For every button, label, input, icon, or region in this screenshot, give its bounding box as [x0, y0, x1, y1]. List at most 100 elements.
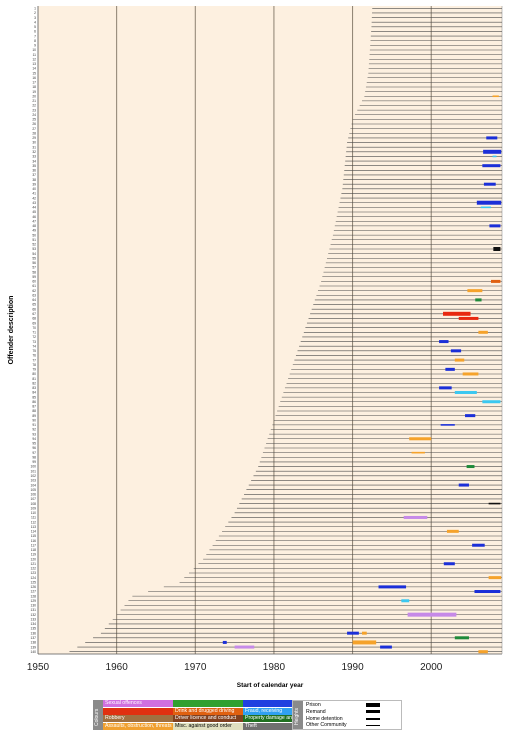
row-label-46: 46: [32, 215, 36, 219]
offence-period-24: [465, 414, 476, 418]
row-label-82: 82: [32, 381, 36, 385]
offence-period-18: [454, 358, 465, 362]
y-axis-label: Offender description: [8, 296, 15, 365]
row-label-138: 138: [30, 641, 36, 645]
row-label-117: 117: [31, 543, 36, 547]
row-label-13: 13: [32, 62, 36, 66]
row-label-126: 126: [30, 585, 36, 589]
row-label-29: 29: [32, 136, 36, 140]
offence-period-34: [443, 562, 455, 566]
row-label-25: 25: [32, 118, 36, 122]
row-label-42: 42: [32, 196, 36, 200]
height-label-0: Prison: [306, 702, 321, 708]
row-label-32: 32: [32, 150, 36, 154]
colour-legend: Colours Sexual offences Robbery Assaults, …: [93, 700, 407, 730]
offence-period-3: [492, 155, 497, 158]
row-label-22: 22: [32, 104, 36, 108]
offence-period-32: [446, 529, 459, 533]
height-label-2: Home detention: [306, 715, 343, 722]
row-label-52: 52: [32, 243, 36, 247]
offence-period-10: [490, 279, 501, 283]
row-label-77: 77: [32, 358, 36, 362]
row-label-96: 96: [32, 446, 36, 450]
offence-period-38: [401, 599, 410, 603]
row-label-18: 18: [32, 85, 36, 89]
legend-category-4: [173, 700, 243, 707]
offence-period-22: [454, 390, 477, 394]
row-label-28: 28: [32, 131, 36, 135]
row-label-101: 101: [30, 469, 36, 473]
row-label-23: 23: [32, 108, 36, 112]
row-label-132: 132: [30, 613, 36, 617]
row-label-39: 39: [32, 182, 36, 186]
offence-period-42: [454, 636, 469, 640]
row-label-54: 54: [32, 252, 36, 256]
row-label-124: 124: [30, 576, 36, 580]
row-label-53: 53: [32, 247, 36, 251]
height-row-0: Prison: [306, 702, 380, 708]
row-label-90: 90: [32, 418, 36, 422]
row-label-6: 6: [34, 30, 36, 34]
x-tick-1960: 1960: [106, 662, 129, 673]
row-label-91: 91: [32, 423, 36, 427]
row-label-24: 24: [32, 113, 36, 117]
row-label-122: 122: [30, 567, 36, 571]
row-label-12: 12: [32, 57, 36, 61]
row-label-87: 87: [32, 405, 36, 409]
row-label-78: 78: [32, 363, 36, 367]
offence-period-0: [492, 95, 499, 98]
x-axis-label: Start of calendar year: [237, 682, 304, 689]
row-label-7: 7: [34, 34, 36, 38]
row-label-74: 74: [32, 344, 36, 348]
row-label-68: 68: [32, 317, 36, 321]
row-label-95: 95: [32, 442, 36, 446]
row-label-113: 113: [31, 525, 36, 529]
x-tick-1970: 1970: [184, 662, 207, 673]
offence-period-12: [475, 298, 482, 302]
x-tick-1990: 1990: [341, 662, 364, 673]
row-label-115: 115: [31, 534, 36, 538]
row-label-92: 92: [32, 428, 36, 432]
row-label-110: 110: [31, 511, 36, 515]
offence-period-2: [483, 149, 502, 154]
row-label-14: 14: [32, 67, 36, 71]
offence-period-27: [411, 451, 425, 454]
legend-category-1: [103, 707, 173, 715]
legend-category-7: Misc. against good order: [173, 722, 243, 730]
offence-period-15: [478, 330, 488, 334]
row-label-119: 119: [31, 553, 36, 557]
offence-period-13: [443, 311, 471, 316]
offence-period-4: [482, 164, 501, 168]
row-label-44: 44: [32, 206, 36, 210]
row-label-10: 10: [32, 48, 36, 52]
legend-category-2: Robbery: [103, 715, 173, 722]
legend-category-0: Sexual offences: [103, 700, 173, 707]
row-label-17: 17: [32, 81, 36, 85]
row-label-128: 128: [30, 594, 36, 598]
row-label-3: 3: [34, 16, 36, 20]
row-label-111: 111: [31, 516, 36, 520]
row-label-129: 129: [30, 599, 36, 603]
row-label-36: 36: [32, 169, 36, 173]
offence-period-23: [482, 400, 501, 404]
offence-period-20: [462, 372, 479, 376]
offence-period-11: [467, 289, 483, 293]
row-label-60: 60: [32, 280, 36, 284]
offence-period-1: [486, 136, 498, 140]
offence-period-31: [403, 515, 428, 519]
row-label-65: 65: [32, 303, 36, 307]
row-label-76: 76: [32, 354, 36, 358]
offence-period-29: [458, 483, 469, 487]
row-label-118: 118: [31, 548, 36, 552]
offence-period-19: [445, 367, 455, 371]
row-label-72: 72: [32, 335, 36, 339]
offence-period-33: [472, 543, 485, 547]
offender-row-labels: 1234567891011121314151617181920212223242…: [30, 7, 36, 654]
offence-period-28: [466, 465, 475, 469]
row-label-84: 84: [32, 391, 36, 395]
row-label-8: 8: [34, 39, 36, 43]
row-label-34: 34: [32, 159, 36, 163]
height-label-3: Other Community: [306, 722, 347, 729]
offence-period-41: [362, 631, 367, 635]
